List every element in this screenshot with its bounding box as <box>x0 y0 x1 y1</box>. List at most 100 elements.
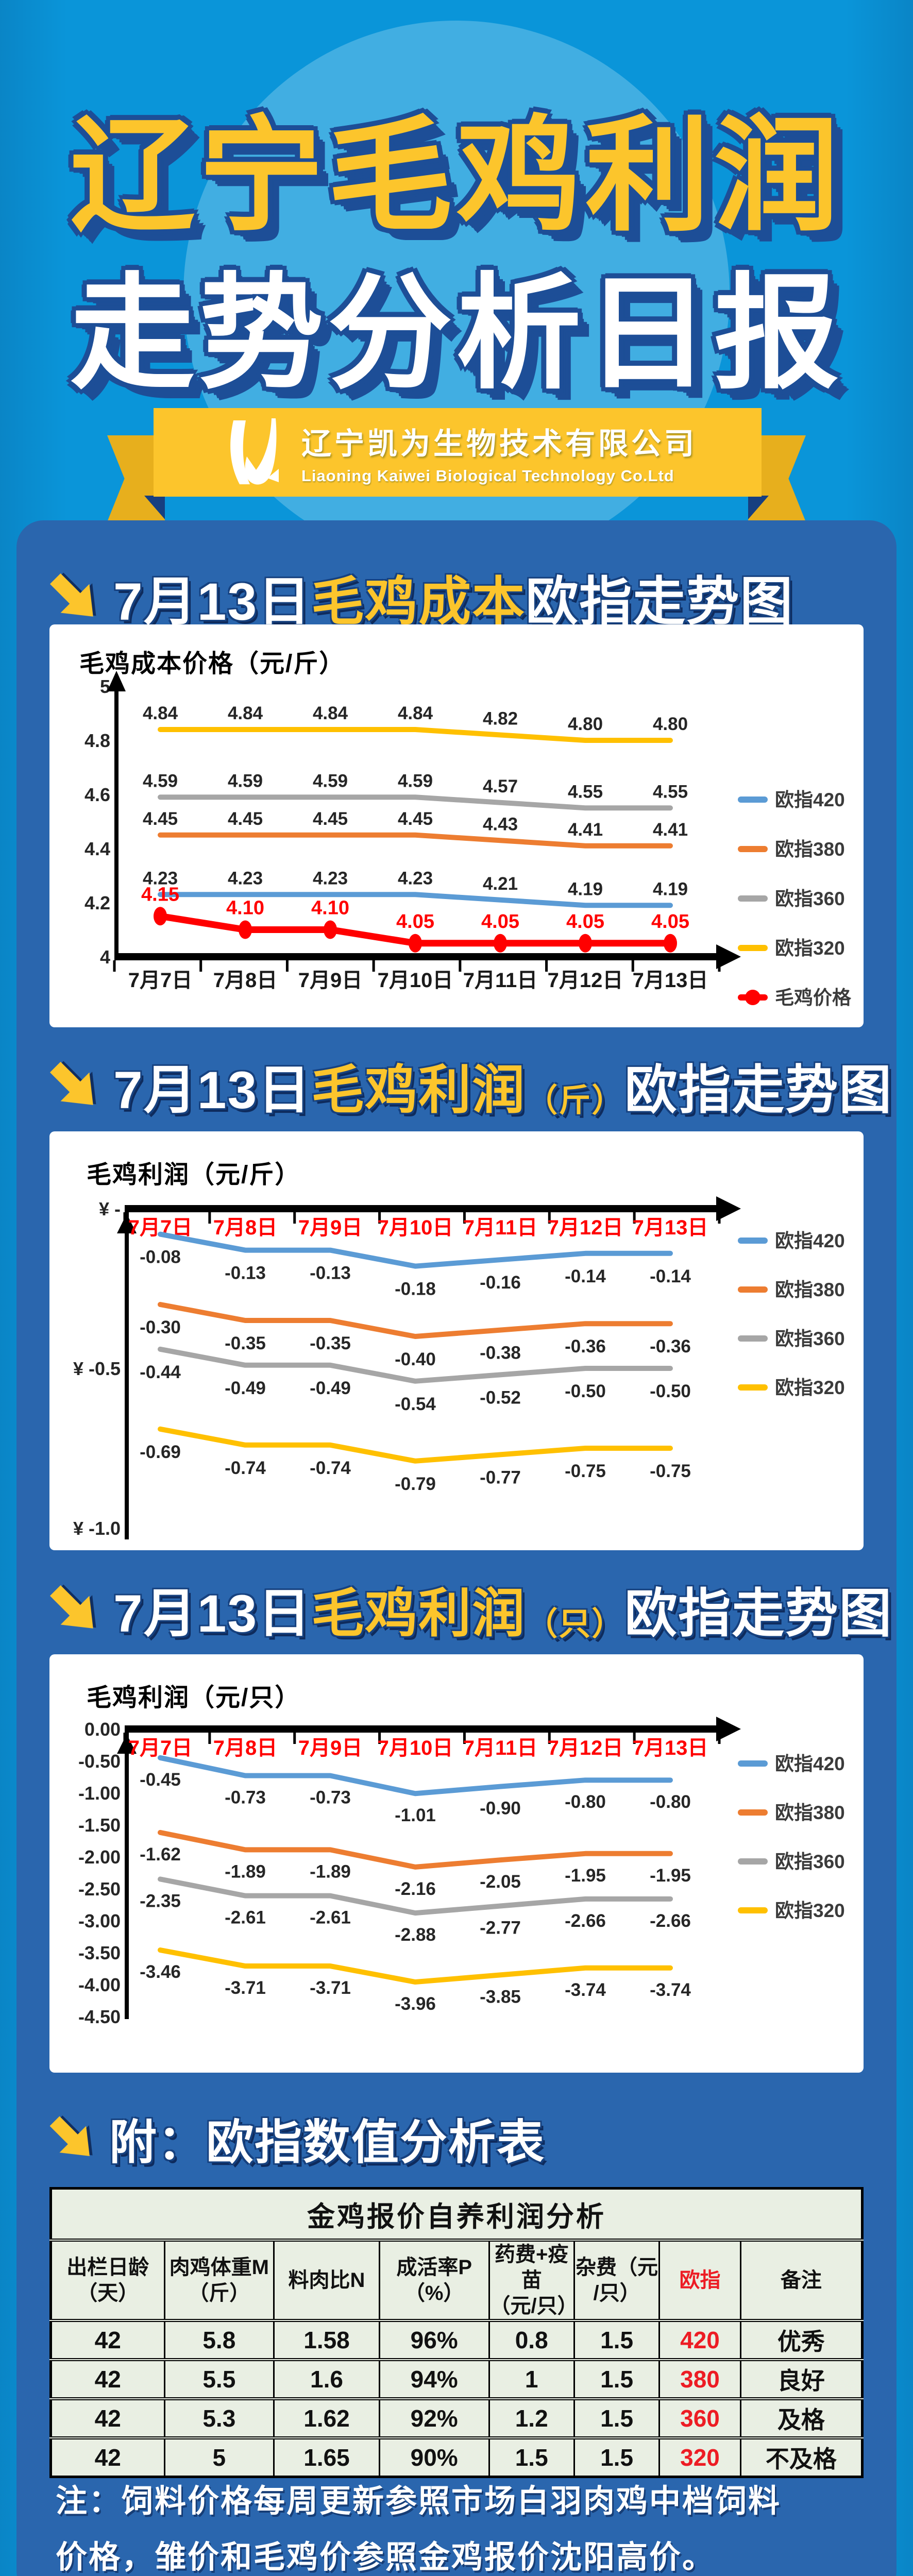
table-cell: 5 <box>163 2437 275 2478</box>
table-cell: 1.65 <box>273 2437 380 2478</box>
svg-text:4.21: 4.21 <box>483 874 518 894</box>
table-cell: 380 <box>658 2359 741 2400</box>
svg-text:4.43: 4.43 <box>483 814 518 834</box>
svg-text:-3.74: -3.74 <box>565 1980 606 2000</box>
svg-text:欧指320: 欧指320 <box>775 1377 845 1398</box>
svg-text:4: 4 <box>100 946 110 968</box>
svg-text:-1.01: -1.01 <box>395 1805 436 1825</box>
series-欧指380 <box>158 1302 673 1339</box>
svg-text:-0.90: -0.90 <box>480 1799 521 1819</box>
svg-text:欧指380: 欧指380 <box>775 1802 845 1823</box>
svg-text:-2.16: -2.16 <box>395 1879 436 1899</box>
svg-text:7月10日: 7月10日 <box>378 969 453 992</box>
table-cell: 5.8 <box>163 2319 275 2361</box>
table-cell: 1.5 <box>573 2359 661 2400</box>
svg-text:7月8日: 7月8日 <box>213 1216 278 1239</box>
svg-text:-3.85: -3.85 <box>480 1987 521 2007</box>
table-cell: 1.62 <box>273 2398 380 2439</box>
svg-text:4.05: 4.05 <box>481 911 519 933</box>
svg-text:-0.54: -0.54 <box>395 1394 436 1414</box>
table-cell: 96% <box>378 2319 490 2361</box>
svg-text:¥ -1.0: ¥ -1.0 <box>73 1518 121 1539</box>
table-cell: 1.58 <box>273 2319 380 2361</box>
svg-text:-0.35: -0.35 <box>310 1333 351 1353</box>
analysis-table-wrap: 金鸡报价自养利润分析 出栏日龄 （天） 肉鸡体重M （斤） 料肉比N 成活率P （%）药… <box>49 2187 864 2478</box>
svg-text:-2.88: -2.88 <box>395 1925 436 1945</box>
svg-text:-0.16: -0.16 <box>480 1273 521 1293</box>
svg-text:-0.77: -0.77 <box>480 1467 521 1487</box>
svg-text:7月11日: 7月11日 <box>463 1216 538 1239</box>
svg-text:-1.89: -1.89 <box>225 1861 266 1882</box>
svg-text:-3.00: -3.00 <box>78 1910 121 1931</box>
svg-text:欧指420: 欧指420 <box>775 1753 845 1774</box>
table-cell: 360 <box>658 2398 741 2439</box>
svg-text:4.41: 4.41 <box>568 820 603 840</box>
svg-text:-0.49: -0.49 <box>310 1378 351 1398</box>
main-title-line-2: 走势分析日报 <box>70 264 843 403</box>
svg-text:4.55: 4.55 <box>568 782 603 802</box>
svg-text:欧指380: 欧指380 <box>775 1279 845 1300</box>
section-header-profit-jin: 7月13日毛鸡利润（斤）欧指走势图 <box>47 1048 892 1124</box>
svg-text:-2.05: -2.05 <box>480 1872 521 1892</box>
company-name: 辽宁凯为生物技术有限公司 <box>301 427 697 461</box>
svg-text:4.84: 4.84 <box>143 703 178 723</box>
svg-text:4.10: 4.10 <box>226 897 264 919</box>
svg-text:7月9日: 7月9日 <box>298 1737 363 1759</box>
svg-text:-0.50: -0.50 <box>78 1751 121 1772</box>
svg-text:-1.62: -1.62 <box>140 1844 181 1865</box>
table-cell: 1 <box>488 2359 575 2400</box>
svg-text:4.59: 4.59 <box>228 771 263 791</box>
svg-text:-0.14: -0.14 <box>650 1266 691 1286</box>
svg-text:-1.00: -1.00 <box>78 1783 121 1804</box>
company-logo-icon <box>230 418 279 485</box>
svg-text:¥ -0.5: ¥ -0.5 <box>73 1358 121 1379</box>
series-欧指420 <box>158 892 673 908</box>
svg-text:-1.95: -1.95 <box>565 1866 606 1886</box>
svg-text:欧指420: 欧指420 <box>775 1230 845 1251</box>
table-cell: 42 <box>50 2437 165 2478</box>
svg-text:-0.45: -0.45 <box>140 1770 181 1790</box>
svg-text:7月8日: 7月8日 <box>213 1737 278 1759</box>
svg-text:4.45: 4.45 <box>398 809 433 829</box>
company-ribbon: 辽宁凯为生物技术有限公司 Liaoning Kaiwei Biological … <box>154 408 762 497</box>
section-title: 7月13日毛鸡利润（斤）欧指走势图 <box>113 1061 893 1120</box>
svg-text:-0.74: -0.74 <box>310 1458 351 1478</box>
table-cell: 42 <box>50 2319 165 2361</box>
svg-text:-0.18: -0.18 <box>395 1279 436 1299</box>
table-header-cell: 欧指 <box>658 2239 741 2322</box>
svg-text:4.59: 4.59 <box>143 771 178 791</box>
svg-text:-0.75: -0.75 <box>650 1461 691 1481</box>
svg-text:4.6: 4.6 <box>84 784 110 805</box>
company-name-block: 辽宁凯为生物技术有限公司 Liaoning Kaiwei Biological … <box>301 419 697 485</box>
svg-text:-0.38: -0.38 <box>480 1343 521 1363</box>
svg-text:-0.50: -0.50 <box>650 1381 691 1401</box>
svg-text:7月13日: 7月13日 <box>633 969 708 992</box>
section-header-cost: 7月13日毛鸡成本欧指走势图 <box>47 560 793 635</box>
table-cell: 及格 <box>739 2398 864 2439</box>
table-row: 42 5.5 1.6 94% 1 1.5 380 良好 <box>50 2359 864 2400</box>
table-cell: 1.5 <box>488 2437 575 2478</box>
table-row: 42 5.3 1.62 92% 1.2 1.5 360 及格 <box>50 2398 864 2439</box>
svg-text:4.55: 4.55 <box>653 782 688 802</box>
svg-text:-0.44: -0.44 <box>140 1362 181 1382</box>
svg-text:4.23: 4.23 <box>143 868 178 888</box>
svg-text:-0.13: -0.13 <box>310 1263 351 1283</box>
section-header-profit-bird: 7月13日毛鸡利润（只）欧指走势图 <box>47 1571 892 1647</box>
svg-text:欧指320: 欧指320 <box>775 938 845 959</box>
svg-text:7月9日: 7月9日 <box>298 1216 363 1239</box>
svg-text:-0.36: -0.36 <box>650 1336 691 1357</box>
table-cell: 1.5 <box>573 2437 661 2478</box>
svg-text:-2.61: -2.61 <box>310 1908 351 1928</box>
series-欧指420 <box>158 1231 673 1269</box>
table-header-cell: 料肉比N <box>273 2239 380 2322</box>
svg-text:7月7日: 7月7日 <box>128 969 193 992</box>
svg-text:4.80: 4.80 <box>653 714 688 734</box>
svg-text:7月12日: 7月12日 <box>548 1737 623 1759</box>
svg-text:-0.74: -0.74 <box>225 1458 266 1478</box>
analysis-table: 金鸡报价自养利润分析 出栏日龄 （天） 肉鸡体重M （斤） 料肉比N 成活率P （%）药… <box>49 2187 864 2478</box>
svg-text:7月10日: 7月10日 <box>378 1737 453 1759</box>
profit-per-bird-chart-card: 毛鸡利润（元/只） 0.00 -0.50 -1.00 -1.50 -2.00 -2.50 -3… <box>49 1654 864 2073</box>
arrow-icon <box>49 1585 93 1629</box>
svg-text:-2.66: -2.66 <box>565 1911 606 1931</box>
